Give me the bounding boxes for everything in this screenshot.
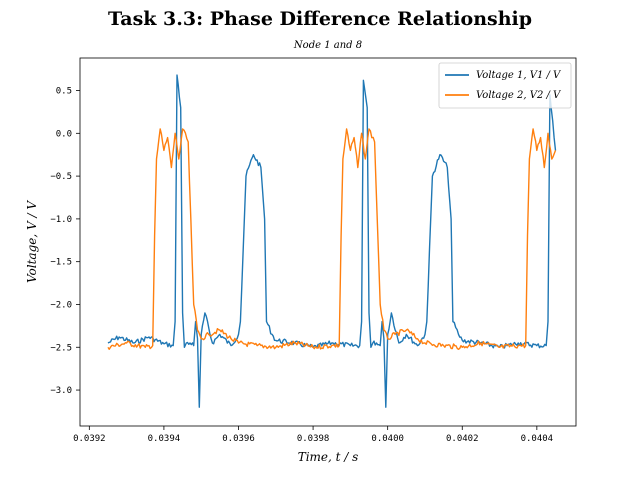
y-tick-label: −2.0 <box>50 300 72 310</box>
chart-subtitle: Node 1 and 8 <box>293 40 362 51</box>
series-line-voltage-2 <box>107 128 557 350</box>
x-tick-label: 0.0402 <box>446 434 479 444</box>
x-tick-label: 0.0394 <box>148 434 181 444</box>
y-tick-label: −1.5 <box>50 258 72 268</box>
y-tick-label: 0.0 <box>56 129 72 139</box>
series-layer <box>107 74 557 408</box>
y-axis-label: Voltage, V / V <box>25 200 39 283</box>
plot-frame <box>79 57 577 427</box>
x-axis-label: Time, t / s <box>298 450 359 464</box>
legend-label-voltage-1: Voltage 1, V1 / V <box>476 70 562 81</box>
legend: Voltage 1, V1 / V Voltage 2, V2 / V <box>438 62 572 109</box>
series-line-voltage-1 <box>107 74 557 408</box>
y-tick-label: −3.0 <box>50 386 72 396</box>
y-tick-label: −2.5 <box>50 343 72 353</box>
y-tick-label: −1.0 <box>50 215 72 225</box>
x-tick-label: 0.0398 <box>297 434 330 444</box>
x-tick-label: 0.0400 <box>371 434 404 444</box>
x-tick-label: 0.0396 <box>222 434 255 444</box>
x-tick-label: 0.0404 <box>521 434 554 444</box>
x-tick-label: 0.0392 <box>73 434 106 444</box>
legend-box <box>438 62 572 109</box>
y-tick-label: 0.5 <box>56 87 72 97</box>
y-tick-label: −0.5 <box>50 172 72 182</box>
ticks-layer: 0.0392 0.0394 0.0396 0.0398 0.0400 0.0402 0.04… <box>50 87 553 444</box>
legend-label-voltage-2: Voltage 2, V2 / V <box>476 90 562 101</box>
chart-title: Task 3.3: Phase Difference Relationship <box>108 8 532 30</box>
